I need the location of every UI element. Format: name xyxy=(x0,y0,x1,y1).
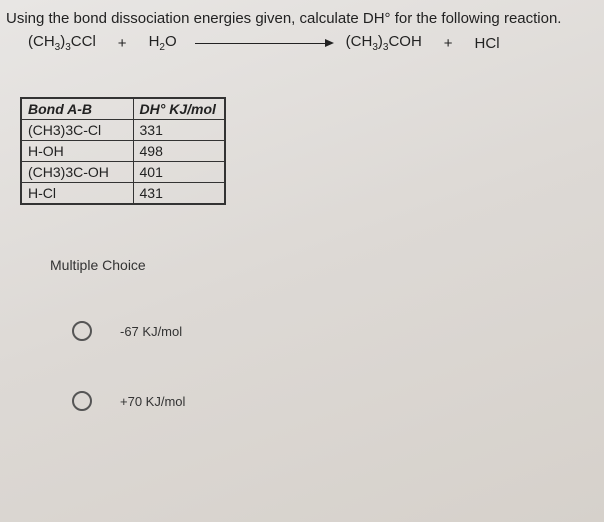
radio-icon[interactable] xyxy=(72,321,92,341)
multiple-choice-heading: Multiple Choice xyxy=(50,257,598,273)
table-row: (CH3)3C-OH 401 xyxy=(21,162,225,183)
table-row: H-Cl 431 xyxy=(21,183,225,205)
value-cell: 431 xyxy=(133,183,225,205)
product-1: (CH3)3COH xyxy=(346,33,422,53)
value-cell: 401 xyxy=(133,162,225,183)
plus-2: + xyxy=(444,35,453,52)
reaction-equation: (CH3)3CCl + H2O (CH3)3COH + HCl xyxy=(6,33,598,53)
option-2[interactable]: +70 KJ/mol xyxy=(72,391,598,411)
bond-cell: (CH3)3C-Cl xyxy=(21,120,133,141)
table-row: H-OH 498 xyxy=(21,141,225,162)
reactant-1: (CH3)3CCl xyxy=(28,33,96,53)
value-cell: 498 xyxy=(133,141,225,162)
reactant-2: H2O xyxy=(149,33,177,53)
table-row: (CH3)3C-Cl 331 xyxy=(21,120,225,141)
table-header-dh: DH° KJ/mol xyxy=(133,98,225,120)
bond-cell: H-Cl xyxy=(21,183,133,205)
question-prompt: Using the bond dissociation energies giv… xyxy=(6,10,598,27)
bond-cell: (CH3)3C-OH xyxy=(21,162,133,183)
option-1[interactable]: -67 KJ/mol xyxy=(72,321,598,341)
option-1-label: -67 KJ/mol xyxy=(120,324,182,339)
product-2: HCl xyxy=(475,35,500,52)
bond-energy-table: Bond A-B DH° KJ/mol (CH3)3C-Cl 331 H-OH … xyxy=(20,97,226,205)
reaction-arrow xyxy=(195,39,334,47)
value-cell: 331 xyxy=(133,120,225,141)
bond-cell: H-OH xyxy=(21,141,133,162)
option-2-label: +70 KJ/mol xyxy=(120,394,185,409)
table-header-bond: Bond A-B xyxy=(21,98,133,120)
radio-icon[interactable] xyxy=(72,391,92,411)
plus-1: + xyxy=(118,35,127,52)
